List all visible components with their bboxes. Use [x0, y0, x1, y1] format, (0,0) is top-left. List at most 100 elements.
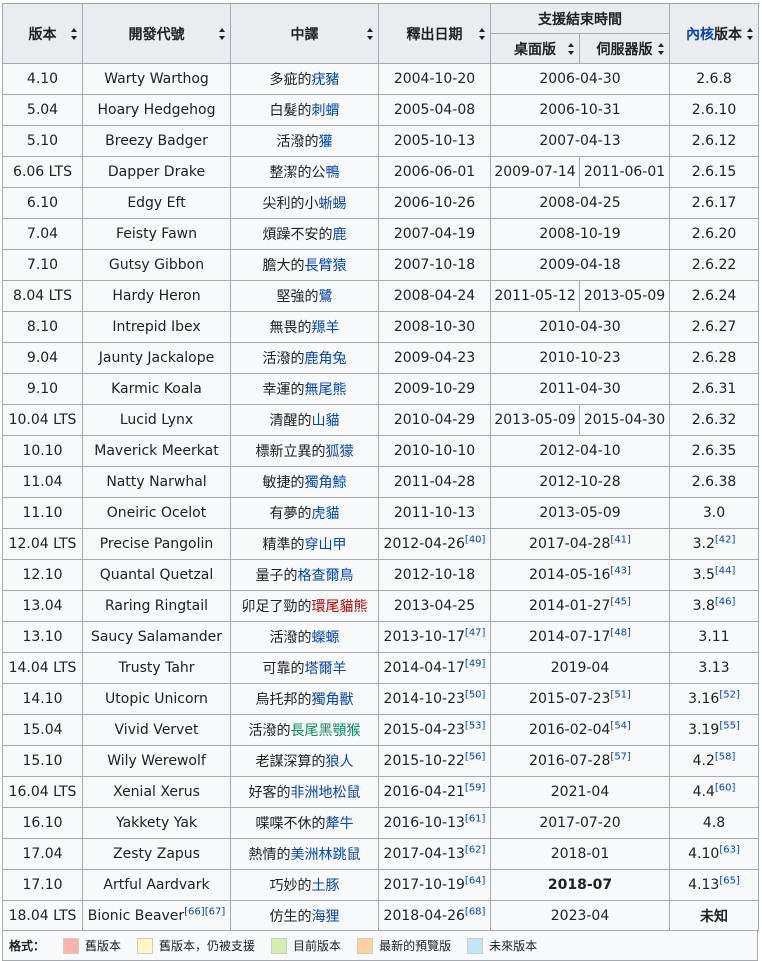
- reference-link[interactable]: [56]: [464, 751, 486, 763]
- support-end-text: 2012-04-10: [539, 443, 621, 459]
- kernel-version-text: 3.5: [692, 567, 715, 583]
- animal-link[interactable]: 塔爾羊: [304, 661, 347, 677]
- reference-link[interactable]: [58]: [714, 751, 736, 763]
- reference-link[interactable]: [54]: [610, 720, 631, 732]
- animal-link[interactable]: 獾: [318, 134, 333, 150]
- kernel-version-cell: 2.6.8: [669, 63, 759, 95]
- animal-link[interactable]: 狐獴: [325, 444, 354, 460]
- server-column-header[interactable]: 伺服器版: [579, 33, 670, 64]
- animal-link[interactable]: 鷺: [318, 289, 333, 305]
- reference-link[interactable]: [59]: [464, 782, 486, 794]
- reference-link[interactable]: [60]: [714, 782, 736, 794]
- sort-icon[interactable]: [568, 42, 574, 55]
- animal-link[interactable]: 無尾熊: [304, 382, 347, 398]
- release-date-text: 2007-10-18: [393, 257, 476, 273]
- release-date-cell: 2005-10-13: [378, 125, 491, 157]
- codename-cell: Trusty Tahr: [82, 652, 231, 684]
- reference-link[interactable]: [41]: [610, 534, 631, 546]
- reference-link[interactable]: [63]: [719, 844, 740, 856]
- sort-icon[interactable]: [367, 27, 373, 40]
- kernel-version-cell: 未知: [669, 900, 759, 932]
- version-column-header[interactable]: 版本: [2, 3, 83, 64]
- reference-link[interactable]: [55]: [719, 720, 740, 732]
- reference-link[interactable]: [40]: [464, 534, 486, 546]
- reference-link[interactable]: [52]: [719, 689, 740, 701]
- kernel-column-header[interactable]: 內核版本: [669, 3, 759, 64]
- codename-cell: Utopic Unicorn: [82, 683, 231, 715]
- animal-link[interactable]: 海狸: [311, 909, 340, 925]
- reference-link[interactable]: [48]: [610, 627, 631, 639]
- reference-link[interactable]: [66][67]: [184, 906, 226, 918]
- release-date-text: 2017-10-19: [383, 877, 465, 893]
- animal-link[interactable]: 犛牛: [325, 816, 354, 832]
- translation-cell: 敏捷的獨角鯨: [230, 466, 379, 498]
- reference-link[interactable]: [51]: [610, 689, 631, 701]
- kernel-link[interactable]: 內核: [686, 26, 714, 43]
- reference-link[interactable]: [61]: [464, 813, 486, 825]
- table-row: 5.10 Breezy Badger 活潑的獾 2005-10-13 2007-04-1…: [2, 125, 759, 157]
- animal-link[interactable]: 長臂猿: [304, 258, 347, 274]
- codename-text: Bionic Beaver: [87, 908, 185, 924]
- translation-cell: 烏托邦的獨角獸: [230, 683, 379, 715]
- sort-icon[interactable]: [71, 27, 77, 40]
- sort-icon[interactable]: [219, 27, 225, 40]
- animal-link[interactable]: 鴨: [325, 165, 340, 181]
- animal-link[interactable]: 土豚: [311, 878, 340, 894]
- kernel-version-text: 2.6.8: [696, 71, 732, 87]
- translation-prefix: 有夢的: [269, 506, 312, 522]
- animal-link[interactable]: 虎貓: [311, 506, 340, 522]
- desktop-column-header[interactable]: 桌面版: [490, 33, 580, 64]
- animal-link[interactable]: 非洲地松鼠: [290, 785, 361, 801]
- animal-link[interactable]: 羱羊: [311, 320, 340, 336]
- codename-column-header[interactable]: 開發代號: [82, 3, 231, 64]
- animal-link[interactable]: 獨角獸: [311, 692, 354, 708]
- release-date-cell: 2014-04-17[49]: [378, 652, 491, 684]
- version-cell: 13.10: [2, 621, 83, 653]
- animal-link[interactable]: 獨角鯨: [304, 475, 347, 491]
- release-date-cell: 2013-04-25: [378, 590, 491, 622]
- translation-prefix: 多疵的: [269, 72, 312, 88]
- animal-link[interactable]: 環尾貓熊: [311, 599, 368, 615]
- animal-link[interactable]: 山貓: [311, 413, 340, 429]
- animal-link[interactable]: 鹿角兔: [304, 351, 347, 367]
- reference-link[interactable]: [57]: [610, 751, 631, 763]
- kernel-version-text: 3.0: [702, 505, 726, 521]
- translation-prefix: 膽大的: [262, 258, 305, 274]
- support-end-text: 2009-04-18: [539, 257, 621, 273]
- animal-link[interactable]: 刺蝟: [311, 103, 340, 119]
- kernel-version-text: 未知: [700, 909, 728, 925]
- animal-link[interactable]: 狼人: [325, 754, 354, 770]
- animal-link[interactable]: 美洲林跳鼠: [290, 847, 361, 863]
- translation-column-header[interactable]: 中譯: [230, 3, 379, 64]
- kernel-version-text: 2.6.31: [691, 381, 737, 397]
- translation-prefix: 標新立異的: [255, 444, 326, 460]
- reference-link[interactable]: [62]: [464, 844, 486, 856]
- animal-link[interactable]: 穿山甲: [304, 537, 347, 553]
- sort-icon[interactable]: [747, 27, 753, 40]
- reference-link[interactable]: [47]: [464, 627, 486, 639]
- reference-link[interactable]: [46]: [714, 596, 736, 608]
- reference-link[interactable]: [64]: [464, 875, 486, 887]
- kernel-version-text: 3.8: [692, 598, 715, 614]
- sort-icon[interactable]: [658, 42, 664, 55]
- release-date-column-header[interactable]: 釋出日期: [378, 3, 491, 64]
- support-end-cell: 2007-04-13: [490, 125, 670, 157]
- animal-link[interactable]: 疣豬: [311, 72, 340, 88]
- reference-link[interactable]: [53]: [464, 720, 486, 732]
- animal-link[interactable]: 格查爾鳥: [297, 568, 354, 584]
- animal-link[interactable]: 蠑螈: [311, 630, 340, 646]
- animal-link[interactable]: 蜥蜴: [318, 196, 347, 212]
- animal-link[interactable]: 長尾黑顎猴: [290, 723, 361, 739]
- reference-link[interactable]: [44]: [714, 565, 736, 577]
- reference-link[interactable]: [50]: [464, 689, 486, 701]
- sort-icon[interactable]: [479, 27, 485, 40]
- animal-link[interactable]: 鹿: [332, 227, 347, 243]
- legend-label: 目前版本: [293, 939, 342, 953]
- reference-link[interactable]: [65]: [719, 875, 740, 887]
- reference-link[interactable]: [43]: [610, 565, 631, 577]
- reference-link[interactable]: [42]: [714, 534, 736, 546]
- kernel-version-text: 2.6.22: [691, 257, 737, 273]
- reference-link[interactable]: [49]: [464, 658, 486, 670]
- reference-link[interactable]: [45]: [610, 596, 631, 608]
- reference-link[interactable]: [68]: [464, 906, 486, 918]
